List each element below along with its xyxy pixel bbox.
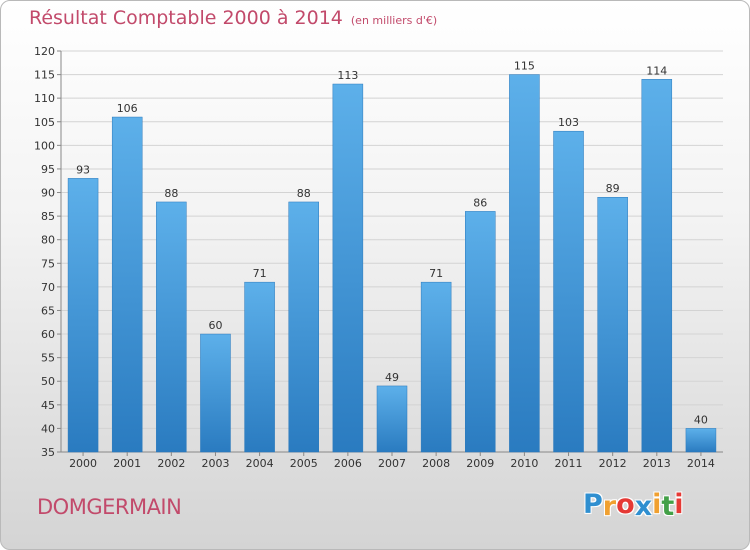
x-tick-label: 2000 xyxy=(69,457,97,470)
logo-letter: x xyxy=(634,491,653,522)
x-tick-label: 2012 xyxy=(599,457,627,470)
x-tick-label: 2007 xyxy=(378,457,406,470)
x-tick-label: 2010 xyxy=(510,457,538,470)
bar xyxy=(465,211,496,453)
data-label: 49 xyxy=(385,371,399,384)
data-label: 88 xyxy=(164,187,178,200)
chart-title: Résultat Comptable 2000 à 2014 (en millie… xyxy=(29,7,437,29)
data-label: 93 xyxy=(76,163,90,176)
data-label: 115 xyxy=(514,60,535,73)
x-tick-label: 2006 xyxy=(334,457,362,470)
y-tick-label: 40 xyxy=(41,422,55,435)
logo-letter: t xyxy=(661,491,675,522)
proxiti-logo: Proxiti xyxy=(583,489,684,522)
data-label: 86 xyxy=(473,196,487,209)
chart-subtitle: (en milliers d'€) xyxy=(350,14,438,27)
bar xyxy=(111,116,143,453)
bar xyxy=(67,178,99,453)
chart-title-text: Résultat Comptable 2000 à 2014 xyxy=(29,7,343,29)
logo-letter: o xyxy=(616,489,635,520)
y-tick-label: 85 xyxy=(41,210,55,223)
x-tick-label: 2013 xyxy=(643,457,671,470)
y-tick-label: 90 xyxy=(41,187,55,200)
data-label: 113 xyxy=(337,69,358,82)
commune-name: DOMGERMAIN xyxy=(37,495,182,519)
x-tick-label: 2009 xyxy=(466,457,494,470)
y-tick-label: 115 xyxy=(34,69,55,82)
bar xyxy=(685,428,717,453)
x-tick-label: 2004 xyxy=(246,457,274,470)
data-label: 71 xyxy=(429,267,443,280)
y-tick-label: 55 xyxy=(41,352,55,365)
bar xyxy=(420,281,452,453)
data-label: 60 xyxy=(208,319,222,332)
bar xyxy=(156,201,187,453)
y-tick-label: 60 xyxy=(41,328,55,341)
logo-letter: r xyxy=(602,491,617,522)
y-tick-label: 95 xyxy=(41,163,55,176)
y-tick-label: 65 xyxy=(41,304,55,317)
y-tick-label: 75 xyxy=(41,257,55,270)
x-tick-label: 2001 xyxy=(113,457,141,470)
data-label: 114 xyxy=(646,64,667,77)
y-tick-label: 105 xyxy=(34,116,55,129)
bar xyxy=(244,281,275,453)
data-label: 40 xyxy=(694,413,708,426)
data-label: 89 xyxy=(606,182,620,195)
data-label: 88 xyxy=(297,187,311,200)
bar xyxy=(200,333,231,453)
x-tick-label: 2002 xyxy=(157,457,185,470)
bar xyxy=(553,130,584,453)
x-tick-label: 2005 xyxy=(290,457,318,470)
x-tick-label: 2014 xyxy=(687,457,715,470)
logo-letter: i xyxy=(674,489,684,520)
logo-letter: i xyxy=(652,489,662,520)
y-tick-label: 45 xyxy=(41,399,55,412)
y-tick-label: 70 xyxy=(41,281,55,294)
data-label: 103 xyxy=(558,116,579,129)
x-tick-label: 2008 xyxy=(422,457,450,470)
x-tick-label: 2003 xyxy=(201,457,229,470)
bar xyxy=(509,74,540,453)
bar xyxy=(332,83,364,453)
x-tick-label: 2011 xyxy=(555,457,583,470)
data-label: 106 xyxy=(117,102,138,115)
y-tick-label: 35 xyxy=(41,446,55,459)
bar xyxy=(597,196,628,453)
bar xyxy=(376,385,408,453)
logo-letter: P xyxy=(583,489,603,520)
y-tick-label: 120 xyxy=(34,45,55,58)
bar xyxy=(288,201,319,453)
data-label: 71 xyxy=(253,267,267,280)
y-tick-label: 110 xyxy=(34,92,55,105)
bar xyxy=(641,79,673,453)
y-tick-label: 50 xyxy=(41,375,55,388)
y-tick-label: 100 xyxy=(34,139,55,152)
y-tick-label: 80 xyxy=(41,234,55,247)
